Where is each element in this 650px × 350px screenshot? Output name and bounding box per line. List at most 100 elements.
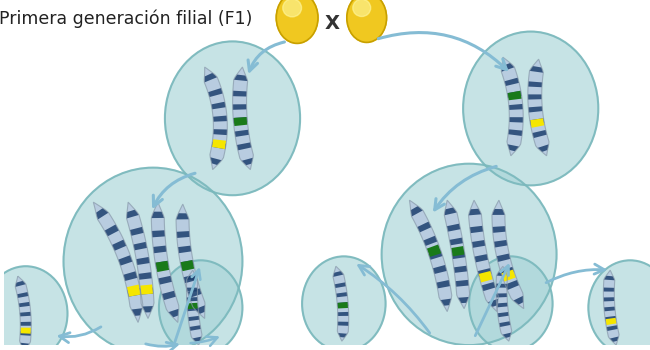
Polygon shape [127,210,139,218]
Polygon shape [603,288,614,292]
Polygon shape [140,287,153,295]
Polygon shape [501,63,514,72]
Polygon shape [237,142,252,150]
Polygon shape [502,332,512,338]
Polygon shape [500,267,514,276]
Polygon shape [19,302,30,307]
Polygon shape [606,325,618,331]
Polygon shape [162,291,176,300]
Polygon shape [333,271,344,277]
Polygon shape [235,130,249,137]
Polygon shape [233,67,254,170]
Polygon shape [213,129,228,135]
Polygon shape [181,260,194,271]
Polygon shape [454,266,467,273]
Ellipse shape [64,168,242,350]
Polygon shape [16,276,31,350]
Ellipse shape [283,0,302,17]
Polygon shape [445,208,457,215]
Polygon shape [528,94,542,99]
Polygon shape [474,254,488,262]
Polygon shape [538,144,549,152]
Polygon shape [333,266,348,341]
Polygon shape [499,321,510,327]
Polygon shape [233,91,247,97]
Polygon shape [494,240,508,247]
Polygon shape [528,106,543,112]
Polygon shape [168,309,179,317]
Polygon shape [530,118,544,125]
Polygon shape [187,270,202,345]
Polygon shape [417,222,432,232]
Polygon shape [427,244,441,257]
Polygon shape [530,118,545,128]
Polygon shape [151,202,179,322]
Polygon shape [469,200,498,312]
Polygon shape [440,299,451,306]
Polygon shape [153,246,166,253]
Polygon shape [337,322,348,326]
Polygon shape [470,226,483,233]
Polygon shape [242,158,253,165]
Polygon shape [94,202,143,322]
Polygon shape [96,208,109,219]
Polygon shape [192,337,202,342]
Polygon shape [604,307,615,312]
Polygon shape [423,236,437,246]
Polygon shape [337,302,348,308]
Polygon shape [492,209,505,215]
Polygon shape [451,246,465,256]
Polygon shape [212,139,226,149]
Polygon shape [155,261,169,269]
Polygon shape [20,312,31,316]
Polygon shape [610,336,619,342]
Polygon shape [449,238,463,245]
Polygon shape [497,253,510,262]
Polygon shape [183,274,198,283]
Polygon shape [501,57,523,156]
Ellipse shape [0,266,68,350]
Polygon shape [138,272,152,280]
Polygon shape [234,75,248,81]
Polygon shape [118,255,133,266]
Polygon shape [127,285,141,297]
Polygon shape [211,102,226,109]
Polygon shape [176,204,205,318]
Polygon shape [233,104,246,110]
Polygon shape [605,318,617,325]
Polygon shape [187,276,198,280]
Polygon shape [187,297,198,301]
Ellipse shape [463,32,598,186]
Polygon shape [452,252,465,259]
Polygon shape [410,200,452,312]
Polygon shape [180,260,194,268]
Polygon shape [188,288,202,298]
Polygon shape [208,88,223,97]
Ellipse shape [353,0,370,16]
Polygon shape [433,265,447,274]
Polygon shape [20,331,31,336]
Polygon shape [528,59,549,156]
Polygon shape [20,343,29,348]
Polygon shape [508,144,519,151]
Ellipse shape [276,0,318,43]
Polygon shape [497,272,508,276]
Polygon shape [605,316,616,321]
Polygon shape [178,246,192,253]
Polygon shape [211,142,226,149]
Polygon shape [507,91,522,98]
Polygon shape [338,333,347,337]
Polygon shape [133,242,147,250]
Polygon shape [488,299,498,307]
Polygon shape [140,285,153,295]
Polygon shape [136,257,150,265]
Polygon shape [158,276,172,285]
Polygon shape [504,78,519,86]
Polygon shape [458,297,469,303]
Polygon shape [508,91,522,100]
Polygon shape [509,117,523,122]
Polygon shape [472,240,486,248]
Polygon shape [233,117,248,126]
Polygon shape [124,271,138,281]
Polygon shape [105,224,119,236]
